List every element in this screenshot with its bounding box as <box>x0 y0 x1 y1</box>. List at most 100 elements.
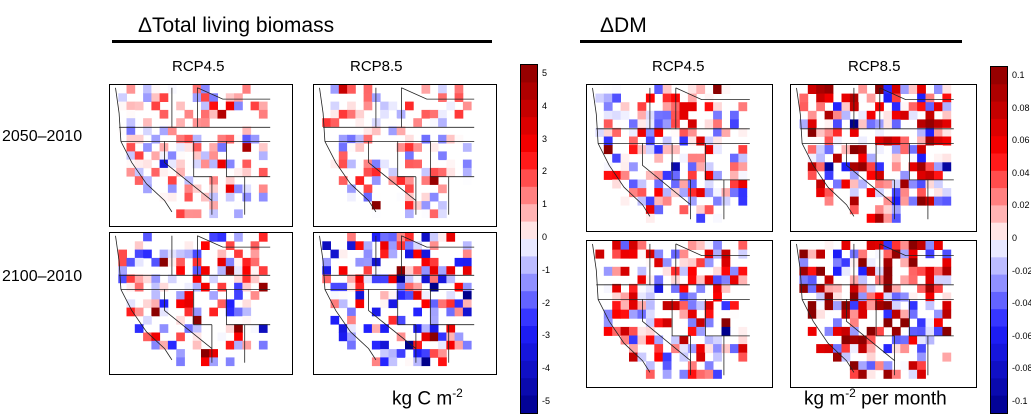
map-cell <box>696 214 705 223</box>
map-cell <box>867 301 876 310</box>
map-cell <box>347 193 356 202</box>
map-cell <box>934 267 943 276</box>
map-cell <box>858 267 867 276</box>
colorbar-tick-label: -3 <box>542 330 550 340</box>
colorbar-tick-label: -0.1 <box>1012 396 1028 406</box>
map-cell <box>842 180 851 189</box>
map-cell <box>926 180 935 189</box>
map-cell <box>816 128 825 137</box>
colorbar-segment <box>991 327 1007 345</box>
map-cell <box>705 344 714 353</box>
map-cell <box>696 188 705 197</box>
map-cell <box>825 137 834 146</box>
map-cell <box>438 299 447 308</box>
colorbar-segment <box>991 223 1007 241</box>
map-cell <box>389 357 398 366</box>
map-cell <box>671 180 680 189</box>
map-cell <box>934 310 943 319</box>
unit-text: kg m <box>804 388 845 409</box>
map-cell <box>251 135 260 144</box>
map-cell <box>909 301 918 310</box>
map-cell <box>646 284 655 293</box>
map-cell <box>680 128 689 137</box>
map-cell <box>455 283 464 292</box>
map-cell <box>209 349 218 358</box>
map-cell <box>595 250 604 259</box>
map-cell <box>463 160 472 169</box>
map-cell <box>234 258 243 267</box>
map-cell <box>850 258 859 267</box>
map-cell <box>347 85 356 94</box>
map-cell <box>422 250 431 259</box>
map-cell <box>226 266 235 275</box>
map-cell <box>422 258 431 267</box>
map-cell <box>168 341 177 350</box>
map-cell <box>884 111 893 120</box>
colorbar-segment <box>521 239 537 257</box>
map-cell <box>355 118 364 127</box>
map-cell <box>738 145 747 154</box>
map-cell <box>909 154 918 163</box>
map-cell <box>705 205 714 214</box>
map-cell <box>364 135 373 144</box>
map-cell <box>646 370 655 379</box>
map-cell <box>909 267 918 276</box>
map-cell <box>646 119 655 128</box>
map-cell <box>242 135 251 144</box>
map-cell <box>176 258 185 267</box>
map-cell <box>160 110 169 119</box>
map-cell <box>825 241 834 250</box>
map-cell <box>251 102 260 111</box>
colorbar-tick-label: 0.02 <box>1012 200 1030 210</box>
map-cell <box>438 349 447 358</box>
colorbar-segment <box>991 102 1007 120</box>
map-cell <box>867 188 876 197</box>
map-cell <box>926 318 935 327</box>
map-cell <box>364 275 373 284</box>
map-cell <box>135 151 144 160</box>
map-cell <box>722 188 731 197</box>
colorbar-segment <box>521 100 537 118</box>
map-cell <box>168 127 177 136</box>
map-cell <box>463 291 472 300</box>
map-cell <box>730 275 739 284</box>
map-cell <box>816 162 825 171</box>
map-cell <box>713 214 722 223</box>
map-cell <box>825 188 834 197</box>
map-cell <box>646 197 655 206</box>
map-cell <box>713 188 722 197</box>
map-cell <box>909 327 918 336</box>
map-cell <box>884 267 893 276</box>
map-cell <box>713 197 722 206</box>
colorbar-segment <box>991 396 1007 413</box>
map-cell <box>347 110 356 119</box>
colorbar-segment <box>991 309 1007 327</box>
map-cell <box>688 171 697 180</box>
map-cell <box>135 102 144 111</box>
map-cell <box>730 267 739 276</box>
map-cell <box>917 344 926 353</box>
map-cell <box>942 162 951 171</box>
map-cell <box>127 85 136 94</box>
map-cell <box>696 370 705 379</box>
map-cell <box>917 353 926 362</box>
map-cell <box>234 209 243 218</box>
map-cell <box>405 250 414 259</box>
map-cell <box>730 180 739 189</box>
map-cell <box>680 301 689 310</box>
map-cell <box>176 143 185 152</box>
map-cell <box>663 102 672 111</box>
map-cell <box>799 250 808 259</box>
map-cell <box>858 284 867 293</box>
map-cell <box>455 110 464 119</box>
map-cell <box>900 145 909 154</box>
map-cell <box>816 293 825 302</box>
map-cell <box>364 93 373 102</box>
map-cell <box>463 168 472 177</box>
map-cell <box>850 180 859 189</box>
map-cell <box>799 258 808 267</box>
map-cell <box>364 102 373 111</box>
map-cell <box>825 111 834 120</box>
map-cell <box>638 128 647 137</box>
map-cell <box>218 250 227 259</box>
